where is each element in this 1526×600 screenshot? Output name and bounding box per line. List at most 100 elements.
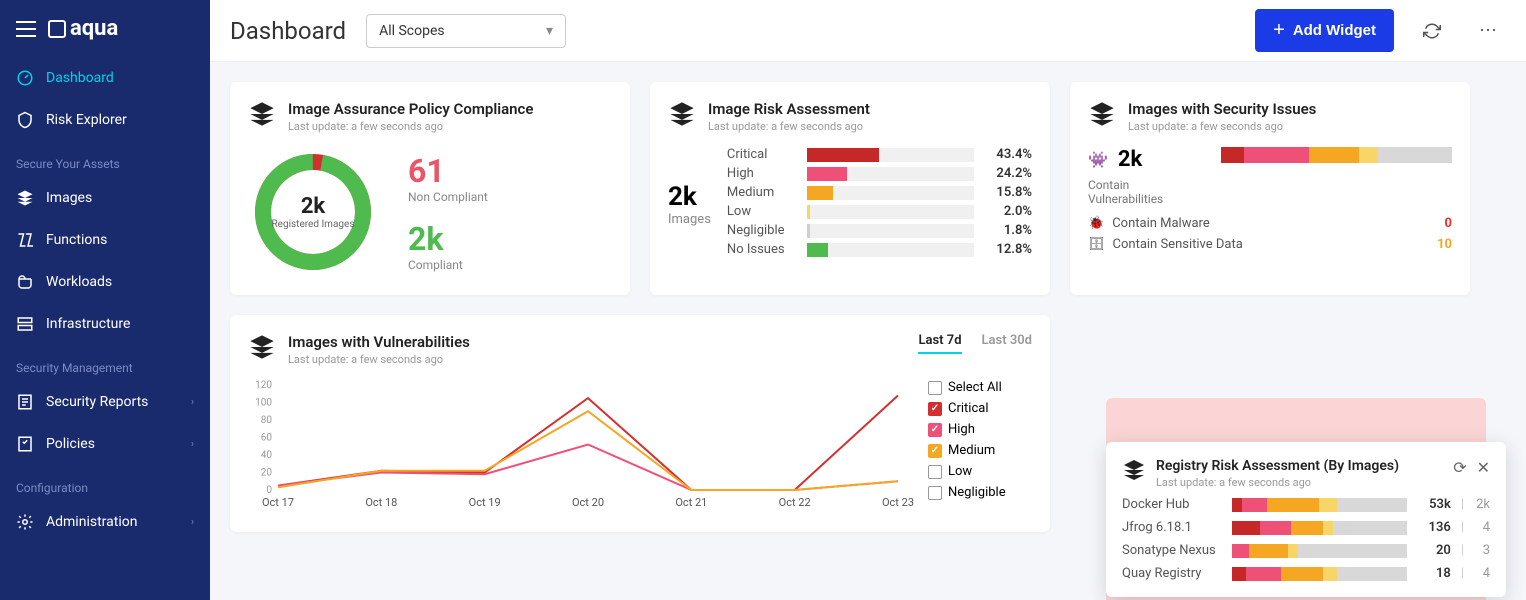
- widget-vulnerabilities: Images with Vulnerabilities Last update:…: [230, 315, 1050, 532]
- svg-text:Oct 23: Oct 23: [882, 496, 914, 509]
- stack-icon: [668, 100, 696, 128]
- sidebar-item-dashboard[interactable]: Dashboard: [0, 57, 210, 99]
- shield-icon: [16, 111, 34, 129]
- risk-pct: 24.2%: [984, 166, 1032, 181]
- widget-compliance: Image Assurance Policy Compliance Last u…: [230, 82, 630, 295]
- legend-label: Low: [948, 464, 972, 479]
- legend-negligible[interactable]: Negligible: [928, 485, 1032, 500]
- legend-label: Medium: [948, 443, 995, 458]
- vuln-tab-last-30d[interactable]: Last 30d: [982, 333, 1032, 354]
- malware-value: 0: [1445, 216, 1452, 231]
- refresh-icon[interactable]: ⟳: [1453, 458, 1466, 477]
- add-widget-button[interactable]: + Add Widget: [1255, 9, 1394, 52]
- security-count-label: Contain Vulnerabilities: [1088, 178, 1201, 206]
- nav-label: Risk Explorer: [46, 112, 127, 128]
- sensitive-label: Contain Sensitive Data: [1113, 237, 1243, 252]
- risk-row-medium: Medium15.8%: [727, 185, 1032, 200]
- compliant-label: Compliant: [408, 258, 488, 272]
- plus-icon: +: [1273, 19, 1285, 42]
- registry-count: 18: [1417, 566, 1451, 581]
- registry-count: 20: [1417, 543, 1451, 558]
- svg-text:Oct 22: Oct 22: [779, 496, 811, 509]
- more-button[interactable]: ⋯: [1470, 13, 1506, 49]
- vuln-legend: Select All Critical High Medium Low Negligibl…: [928, 380, 1032, 514]
- sidebar-item-functions[interactable]: Functions: [0, 219, 210, 261]
- checkbox-icon: [928, 381, 942, 395]
- nav-section-assets: Secure Your Assets: [0, 141, 210, 177]
- registry-bar: [1232, 498, 1407, 512]
- legend-critical[interactable]: Critical: [928, 401, 1032, 416]
- risk-pct: 12.8%: [984, 242, 1032, 257]
- nav-label: Policies: [46, 436, 95, 452]
- sidebar-item-policies[interactable]: Policies›: [0, 423, 210, 465]
- widget-title: Image Assurance Policy Compliance: [288, 100, 533, 118]
- legend-low[interactable]: Low: [928, 464, 1032, 479]
- sidebar-item-risk-explorer[interactable]: Risk Explorer: [0, 99, 210, 141]
- registry-name: Sonatype Nexus: [1122, 543, 1222, 558]
- risk-pct: 15.8%: [984, 185, 1032, 200]
- svg-text:Oct 21: Oct 21: [675, 496, 707, 509]
- sidebar-item-infrastructure[interactable]: Infrastructure: [0, 303, 210, 345]
- sidebar-header: aqua: [0, 0, 210, 57]
- close-icon[interactable]: ✕: [1477, 458, 1490, 477]
- registry-bar: [1232, 567, 1407, 581]
- malware-label: Contain Malware: [1112, 216, 1210, 231]
- sidebar-item-images[interactable]: Images: [0, 177, 210, 219]
- scope-selector[interactable]: All Scopes: [366, 14, 566, 48]
- legend-label: High: [948, 422, 975, 437]
- infrastructure-icon: [16, 315, 34, 333]
- widget-title: Images with Security Issues: [1128, 100, 1316, 118]
- legend-medium[interactable]: Medium: [928, 443, 1032, 458]
- risk-total: 2k: [668, 182, 711, 212]
- nav-label: Infrastructure: [46, 316, 130, 332]
- nav-label: Security Reports: [46, 394, 148, 410]
- risk-bar: [807, 224, 974, 238]
- stack-icon: [1122, 458, 1146, 482]
- checkbox-icon: [928, 465, 942, 479]
- risk-bar: [807, 243, 974, 257]
- registry-row: Quay Registry18|4: [1122, 566, 1490, 581]
- risk-bar: [807, 186, 974, 200]
- sensitive-row: 🗄Contain Sensitive Data10: [1088, 237, 1452, 252]
- checkbox-icon: [928, 486, 942, 500]
- legend-high[interactable]: High: [928, 422, 1032, 437]
- registry-row: Jfrog 6.18.1136|4: [1122, 520, 1490, 535]
- legend-label: Critical: [948, 401, 988, 416]
- donut-label: Registered Images: [272, 219, 355, 230]
- legend-label: Negligible: [948, 485, 1006, 500]
- stack-icon: [248, 333, 276, 361]
- registry-sub: 4: [1474, 566, 1490, 581]
- nav-label: Dashboard: [46, 70, 114, 86]
- registry-bar: [1232, 544, 1407, 558]
- vuln-tab-last-7d[interactable]: Last 7d: [918, 333, 961, 354]
- add-widget-label: Add Widget: [1293, 22, 1376, 39]
- report-icon: [16, 393, 34, 411]
- sidebar-item-workloads[interactable]: Workloads: [0, 261, 210, 303]
- widget-registry-risk: Registry Risk Assessment (By Images) Las…: [1106, 442, 1506, 597]
- sidebar-item-administration[interactable]: Administration›: [0, 501, 210, 543]
- registry-row: Sonatype Nexus20|3: [1122, 543, 1490, 558]
- risk-row-critical: Critical43.4%: [727, 147, 1032, 162]
- legend-select-all[interactable]: Select All: [928, 380, 1032, 395]
- brand-text: aqua: [70, 16, 118, 41]
- topbar: Dashboard All Scopes +Add Widget ⋯: [210, 0, 1526, 62]
- risk-pct: 2.0%: [984, 204, 1032, 219]
- noncompliant-count: 61: [408, 152, 488, 190]
- refresh-button[interactable]: [1414, 13, 1450, 49]
- sidebar-item-security-reports[interactable]: Security Reports›: [0, 381, 210, 423]
- checkbox-icon: [928, 444, 942, 458]
- risk-row-high: High24.2%: [727, 166, 1032, 181]
- registry-row: Docker Hub53k|2k: [1122, 497, 1490, 512]
- brand-logo[interactable]: aqua: [48, 16, 118, 41]
- risk-bar: [807, 205, 974, 219]
- content: Image Assurance Policy Compliance Last u…: [210, 62, 1526, 600]
- checkbox-icon: [928, 402, 942, 416]
- risk-pct: 1.8%: [984, 223, 1032, 238]
- functions-icon: [16, 231, 34, 249]
- registry-name: Quay Registry: [1122, 566, 1222, 581]
- security-count: 2k: [1118, 147, 1142, 172]
- risk-pct: 43.4%: [984, 147, 1032, 162]
- risk-row-low: Low2.0%: [727, 204, 1032, 219]
- hamburger-icon[interactable]: [16, 21, 36, 37]
- svg-text:20: 20: [261, 468, 273, 479]
